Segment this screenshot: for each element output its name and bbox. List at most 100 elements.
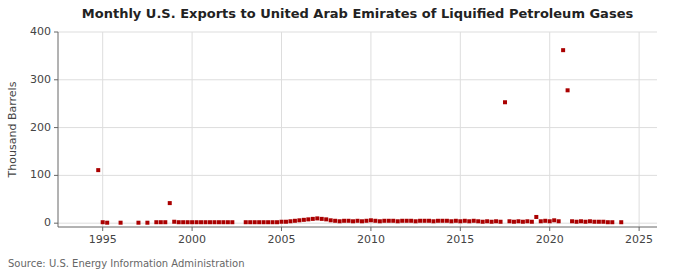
point	[440, 219, 444, 223]
point	[463, 219, 467, 223]
point	[271, 220, 275, 224]
point	[320, 217, 324, 221]
point	[436, 219, 440, 223]
point	[454, 219, 458, 223]
point	[96, 168, 100, 172]
point	[190, 220, 194, 224]
point	[400, 219, 404, 223]
point	[266, 220, 270, 224]
point	[172, 220, 176, 224]
point	[566, 88, 570, 92]
point	[373, 219, 377, 223]
y-axis-line	[58, 32, 59, 227]
point	[356, 219, 360, 223]
point	[476, 219, 480, 223]
point	[244, 220, 248, 224]
point	[579, 219, 583, 223]
y-grid-line	[58, 32, 657, 33]
point	[583, 220, 587, 224]
point	[543, 219, 547, 223]
x-grid-line	[460, 32, 461, 227]
point	[503, 100, 507, 104]
point	[418, 219, 422, 223]
x-tick	[102, 227, 103, 231]
y-tick	[54, 175, 58, 176]
axes: 0100200300400199520002005201020152020202…	[30, 25, 657, 246]
point	[288, 219, 292, 223]
point	[423, 219, 427, 223]
y-tick	[54, 79, 58, 80]
point	[204, 220, 208, 224]
point	[280, 220, 284, 224]
point	[364, 219, 368, 223]
x-tick	[549, 227, 550, 231]
point	[360, 219, 364, 223]
x-tick-label: 2015	[446, 233, 474, 246]
x-tick-label: 1995	[89, 233, 117, 246]
point	[431, 219, 435, 223]
point	[338, 219, 342, 223]
x-tick-label: 2010	[357, 233, 385, 246]
point	[154, 220, 158, 224]
point	[557, 219, 561, 223]
point	[382, 219, 386, 223]
y-tick	[54, 223, 58, 224]
point	[552, 218, 556, 222]
point	[387, 219, 391, 223]
y-tick-label: 200	[30, 121, 51, 134]
x-axis-line	[58, 227, 657, 228]
point	[490, 220, 494, 224]
point	[494, 219, 498, 223]
point	[548, 219, 552, 223]
x-grid-line	[281, 32, 282, 227]
point	[449, 219, 453, 223]
point	[516, 219, 520, 223]
point	[136, 221, 140, 225]
point	[119, 221, 123, 225]
point	[391, 219, 395, 223]
y-tick-label: 400	[30, 25, 51, 38]
source-note: Source: U.S. Energy Information Administ…	[8, 258, 245, 269]
point	[588, 219, 592, 223]
point	[217, 220, 221, 224]
grid	[58, 32, 657, 227]
point	[530, 220, 534, 224]
x-tick	[281, 227, 282, 231]
x-tick-label: 2025	[625, 233, 653, 246]
point	[168, 201, 172, 205]
x-grid-line	[370, 32, 371, 227]
point	[262, 220, 266, 224]
point	[507, 219, 511, 223]
point	[525, 219, 529, 223]
point	[315, 216, 319, 220]
x-tick	[639, 227, 640, 231]
point	[195, 220, 199, 224]
point	[302, 218, 306, 222]
point	[105, 221, 109, 225]
point	[499, 220, 503, 224]
y-tick	[54, 32, 58, 33]
y-grid-line	[58, 127, 657, 128]
y-tick	[54, 127, 58, 128]
point	[230, 220, 234, 224]
point	[347, 219, 351, 223]
point	[575, 220, 579, 224]
x-tick	[370, 227, 371, 231]
point	[329, 218, 333, 222]
point	[248, 220, 252, 224]
x-grid-line	[639, 32, 640, 227]
y-axis-label: Thousand Barrels	[6, 81, 19, 178]
point	[597, 220, 601, 224]
x-tick-label: 2000	[178, 233, 206, 246]
point	[145, 221, 149, 225]
point	[539, 219, 543, 223]
point	[610, 220, 614, 224]
x-tick	[460, 227, 461, 231]
point	[253, 220, 257, 224]
point	[212, 220, 216, 224]
point	[534, 215, 538, 219]
point	[369, 218, 373, 222]
point	[561, 48, 565, 52]
point	[275, 220, 279, 224]
point	[467, 219, 471, 223]
